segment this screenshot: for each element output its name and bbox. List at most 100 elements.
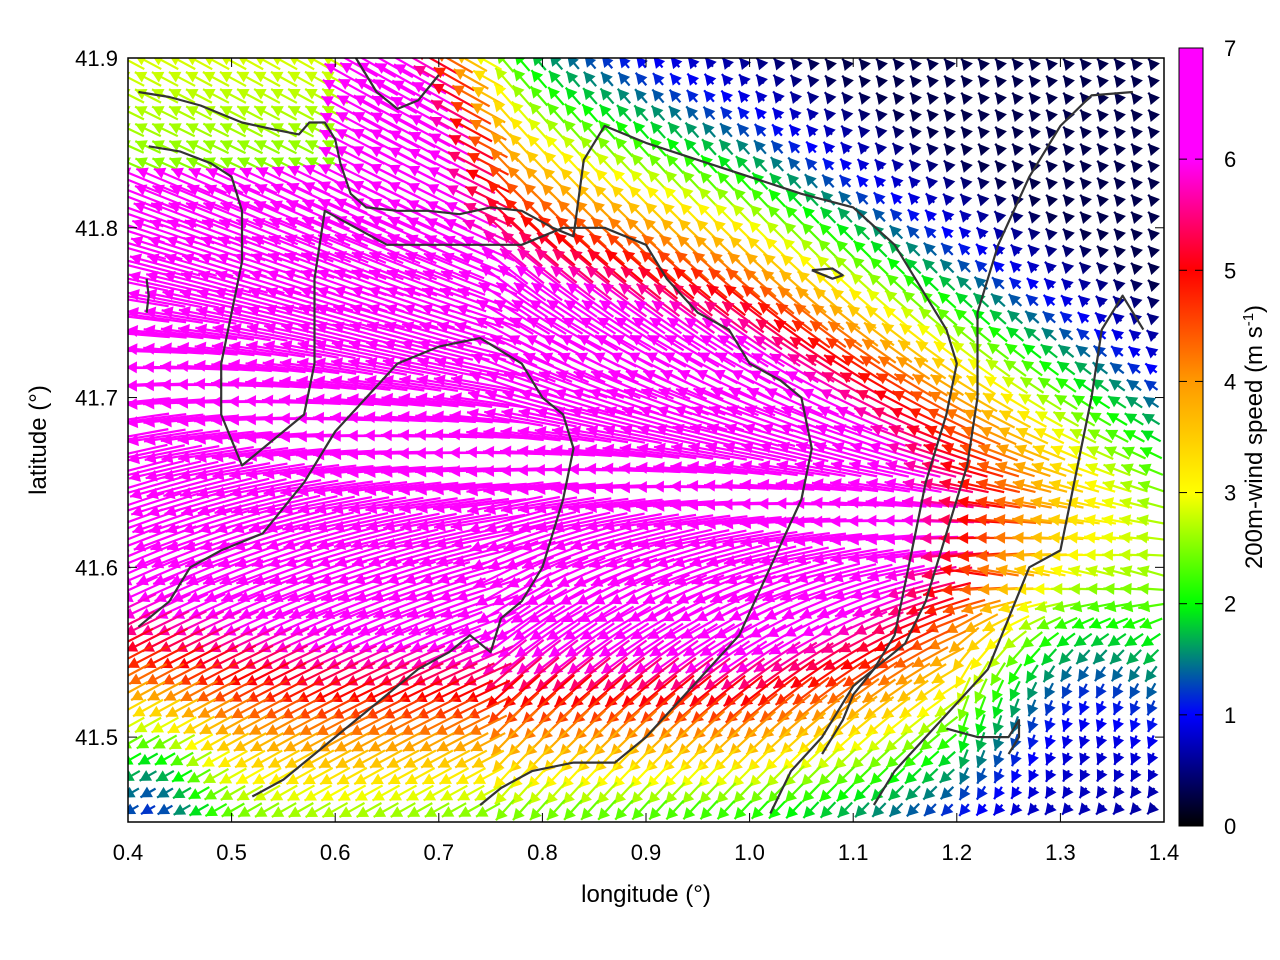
wind-arrow-head: [449, 483, 461, 496]
wind-arrow-head: [210, 414, 223, 427]
wind-arrow-head: [867, 459, 880, 472]
wind-arrow-head: [640, 250, 653, 263]
wind-arrow-shaft: [422, 577, 486, 601]
wind-arrow-shaft: [636, 514, 714, 528]
wind-arrow-head: [858, 109, 871, 122]
wind-arrow-head: [643, 369, 656, 381]
wind-arrow-head: [865, 514, 877, 527]
wind-arrow-head: [926, 176, 939, 190]
wind-arrow-head: [305, 71, 318, 83]
wind-arrow-head: [886, 274, 899, 287]
wind-arrow-head: [677, 235, 690, 248]
wind-arrow-head: [95, 254, 107, 266]
wind-arrow-head: [1097, 211, 1109, 225]
wind-arrow-head: [653, 461, 665, 474]
wind-arrow-shaft: [245, 463, 323, 477]
wind-arrow-head: [994, 211, 1007, 224]
wind-arrow-head: [978, 126, 990, 140]
wind-arrow-head: [448, 465, 461, 477]
wind-arrow-head: [228, 431, 240, 444]
wind-arrow-head: [937, 308, 950, 321]
wind-arrow-shaft: [723, 444, 797, 462]
wind-arrow-head: [586, 520, 599, 532]
wind-arrow-shaft: [337, 78, 401, 114]
wind-arrow-shaft: [263, 324, 339, 344]
wind-arrow-shaft: [349, 512, 423, 530]
wind-arrow-head: [305, 157, 319, 169]
wind-arrow-head: [322, 140, 336, 151]
wind-arrow-head: [432, 410, 444, 423]
wind-arrow-head: [1131, 92, 1143, 106]
wind-arrow-head: [557, 200, 571, 213]
wind-arrow-head: [675, 251, 688, 264]
wind-arrow-shaft: [196, 477, 270, 497]
wind-arrow-head: [266, 269, 280, 281]
wind-arrow-head: [109, 325, 121, 337]
wind-arrow-head: [439, 58, 445, 63]
wind-arrow-head: [509, 133, 522, 147]
wind-arrow-shaft: [637, 426, 713, 446]
wind-arrow-head: [407, 607, 420, 619]
wind-arrow-head: [564, 119, 576, 133]
wind-arrow-shaft: [644, 589, 706, 623]
wind-arrow-head: [278, 394, 291, 407]
wind-arrow-head: [712, 236, 725, 249]
wind-arrow-head: [804, 174, 817, 187]
wind-arrow-head: [1045, 245, 1058, 258]
wind-arrow-head: [380, 447, 392, 460]
wind-arrow-shaft: [146, 476, 218, 498]
wind-arrow-head: [389, 113, 403, 125]
wind-arrow-head: [153, 58, 163, 66]
wind-arrow-shaft: [473, 555, 537, 589]
wind-arrow-head: [635, 89, 647, 102]
wind-arrow-shaft: [710, 387, 776, 417]
wind-arrow-head: [669, 89, 682, 102]
wind-arrow-head: [1097, 228, 1109, 242]
wind-arrow-shaft: [501, 510, 577, 532]
wind-arrow-shaft: [759, 443, 829, 463]
wind-arrow-head: [978, 160, 990, 174]
wind-arrow-head: [305, 123, 318, 134]
wind-arrow-head: [180, 270, 194, 283]
wind-arrow-head: [398, 392, 411, 405]
wind-arrow-head: [840, 372, 853, 384]
wind-arrow-head: [136, 167, 149, 179]
wind-arrow-shaft: [372, 78, 434, 114]
wind-arrow-head: [195, 323, 208, 336]
wind-arrow-head: [474, 317, 488, 329]
wind-arrow-head: [132, 218, 145, 231]
wind-arrow-head: [630, 169, 643, 183]
wind-arrow-head: [109, 641, 122, 652]
wind-arrow-head: [564, 103, 577, 117]
wind-arrow-head: [551, 266, 564, 278]
wind-arrow-head: [390, 97, 404, 108]
wind-arrow-head: [162, 288, 175, 301]
wind-arrow-head: [1057, 361, 1070, 373]
wind-arrow-head: [740, 460, 753, 473]
wind-arrow-head: [756, 58, 769, 71]
wind-arrow-head: [626, 218, 639, 231]
wind-arrow-shaft: [611, 589, 671, 623]
wind-arrow-shaft: [604, 527, 678, 549]
wind-arrow-head: [194, 414, 206, 427]
wind-arrow-head: [503, 215, 516, 228]
wind-arrow-head: [605, 250, 618, 262]
wind-arrow-head: [602, 500, 614, 513]
wind-arrow-head: [704, 301, 718, 313]
wind-arrow-head: [131, 236, 144, 248]
wind-arrow-head: [948, 375, 962, 387]
wind-arrow-head: [262, 449, 274, 462]
wind-arrow-head: [957, 549, 970, 562]
wind-arrow-head: [742, 285, 755, 298]
wind-arrow-shaft: [229, 462, 305, 478]
wind-arrow-head: [978, 58, 990, 72]
wind-arrow-shaft: [420, 305, 488, 329]
wind-arrow-head: [963, 409, 976, 421]
wind-arrow-head: [382, 502, 395, 515]
wind-arrow-head: [838, 191, 851, 204]
wind-arrow-head: [470, 103, 484, 115]
wind-arrow-head: [885, 290, 898, 303]
wind-arrow-shaft: [213, 478, 287, 496]
wind-arrow-head: [777, 553, 789, 566]
wind-arrow-head: [540, 200, 553, 213]
